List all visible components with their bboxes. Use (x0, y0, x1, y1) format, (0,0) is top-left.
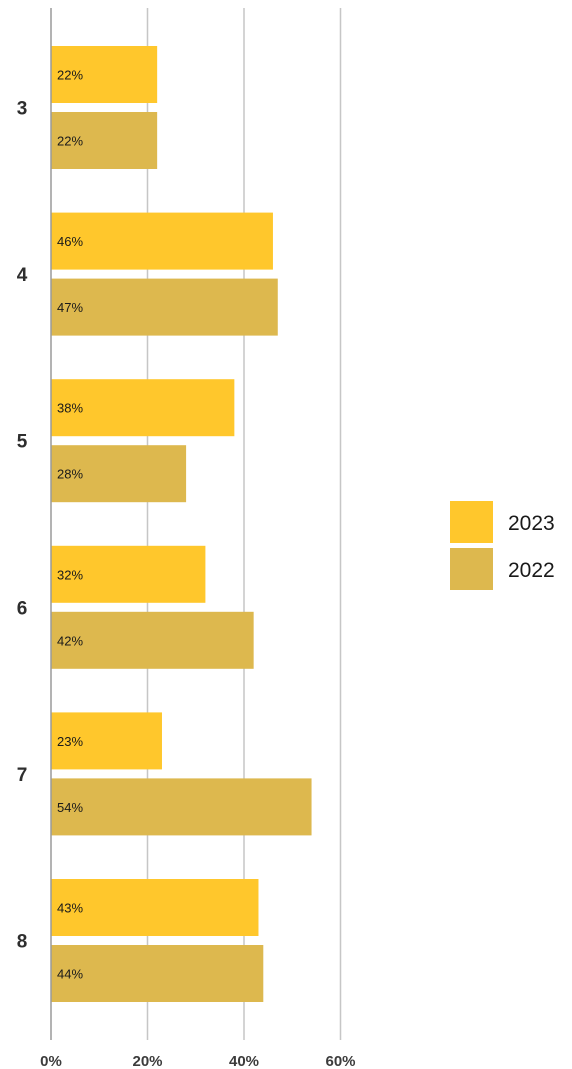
x-tick-label-60: 60% (325, 1053, 355, 1069)
data-labels: 22% 22% 46% 47% 38% 28% 32% 42% 23% 54% 43% 44% (57, 68, 83, 982)
bar-8-2023 (51, 879, 259, 936)
data-label-4-2022: 47% (57, 300, 83, 315)
bar-3-2022 (51, 112, 158, 169)
legend-label-2023: 2023 (508, 512, 555, 535)
data-label-5-2022: 28% (57, 467, 83, 482)
category-label-5: 5 (17, 432, 28, 453)
category-label-3: 3 (17, 99, 28, 120)
bar-6-2023 (51, 545, 206, 603)
bar-5-2023 (51, 379, 235, 437)
x-tick-label-0: 0% (40, 1053, 62, 1069)
legend-swatch-2023 (450, 501, 493, 543)
bar-7-2023 (51, 712, 162, 770)
data-label-3-2023: 22% (57, 68, 83, 83)
x-tick-label-20: 20% (132, 1053, 162, 1069)
bar-4-2022 (51, 278, 278, 336)
data-label-6-2023: 32% (57, 567, 83, 582)
data-label-6-2022: 42% (57, 633, 83, 648)
bars (51, 46, 312, 1002)
category-label-4: 4 (17, 265, 28, 286)
data-label-7-2022: 54% (57, 800, 83, 815)
data-label-7-2023: 23% (57, 734, 83, 749)
category-label-7: 7 (17, 765, 28, 786)
grid-lines (146, 8, 342, 1040)
bar-8-2022 (51, 945, 264, 1002)
axis: 3 4 5 6 7 8 0% 20% 40% 60% (17, 8, 356, 1069)
bar-5-2022 (51, 445, 187, 503)
x-tick-label-40: 40% (229, 1053, 259, 1069)
legend-swatch-2022 (450, 548, 493, 590)
bar-4-2023 (51, 212, 273, 270)
legend-label-2022: 2022 (508, 559, 555, 582)
bar-3-2023 (51, 46, 158, 103)
category-label-8: 8 (17, 932, 28, 953)
data-label-5-2023: 38% (57, 401, 83, 416)
data-label-8-2022: 44% (57, 967, 83, 982)
category-label-6: 6 (17, 598, 28, 619)
data-label-3-2022: 22% (57, 134, 83, 149)
bar-6-2022 (51, 611, 254, 669)
bar-7-2022 (51, 778, 312, 836)
data-label-4-2023: 46% (57, 234, 83, 249)
legend: 2023 2022 (450, 501, 555, 590)
data-label-8-2023: 43% (57, 901, 83, 916)
